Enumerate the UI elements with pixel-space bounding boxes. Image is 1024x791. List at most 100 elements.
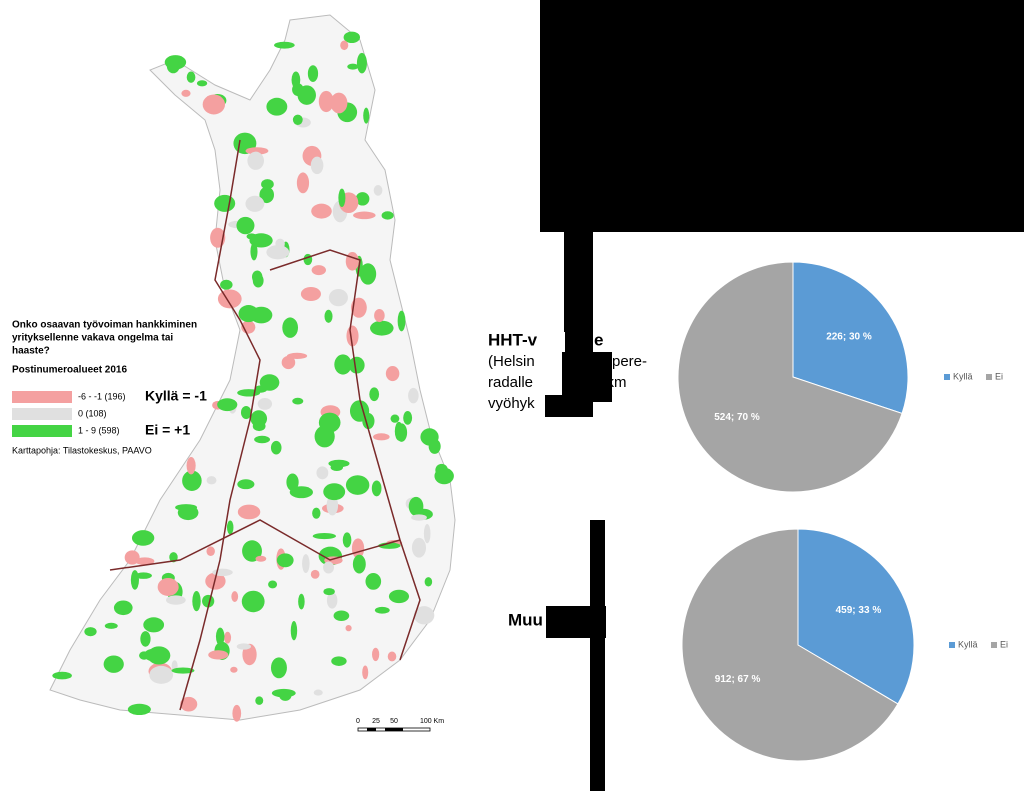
map-region: [186, 456, 196, 475]
map-region: [149, 665, 174, 684]
map-region: [247, 151, 265, 170]
map-region: [131, 530, 155, 546]
pie-slice: [797, 528, 915, 705]
map-region: [303, 253, 313, 266]
map-region: [84, 627, 97, 637]
map-region: [250, 242, 258, 261]
scale-label: 0: [356, 718, 360, 725]
map-region: [381, 211, 394, 220]
map-region: [245, 195, 265, 212]
map-region: [365, 572, 382, 590]
map-region: [300, 286, 321, 302]
pie-slice: [792, 261, 909, 415]
charts: 226; 30 % 524; 70 % Kyllä Ei 459; 33 % 912; 6…: [677, 261, 1008, 762]
map-region: [143, 617, 165, 633]
map-region: [196, 80, 208, 87]
map-region: [323, 561, 334, 574]
map-region: [226, 520, 234, 535]
legend-label: 0 (108): [78, 408, 107, 418]
legend-swatch: [949, 642, 955, 648]
pie-slice: [681, 528, 899, 762]
map-region: [231, 591, 239, 602]
map-region: [387, 651, 397, 662]
map-region: [355, 192, 370, 206]
map-region: [180, 696, 198, 712]
map-region: [255, 555, 267, 562]
map-region: [254, 435, 271, 444]
map-region: [240, 406, 252, 420]
map-region: [331, 656, 347, 666]
black-block: [546, 606, 606, 638]
map-region: [230, 666, 238, 673]
map-source: Karttapohja: Tilastokeskus, PAAVO: [12, 445, 152, 455]
map-region: [286, 473, 299, 491]
map-region: [127, 703, 151, 716]
scale-label: 100 Km: [420, 718, 444, 725]
map-region: [202, 94, 226, 115]
map-region: [347, 63, 359, 70]
map-region: [342, 532, 352, 548]
map-region: [411, 537, 427, 558]
map-region: [242, 540, 262, 562]
map-region: [413, 606, 435, 625]
map-region: [340, 40, 349, 51]
side-text: vyöhyk: [488, 395, 535, 412]
map-title: haaste?: [12, 346, 50, 357]
map-region: [362, 665, 369, 680]
legend-swatch: [12, 425, 72, 437]
map-region: [130, 570, 139, 590]
map-region: [323, 588, 335, 596]
legend-label: 1 - 9 (598): [78, 425, 120, 435]
map-region: [424, 577, 433, 587]
map-region: [292, 114, 303, 125]
map-region: [217, 289, 242, 309]
map-region: [394, 421, 404, 441]
scale-label: 25: [372, 718, 380, 725]
map-region: [289, 486, 313, 499]
map-title: yrityksellenne vakava ongelma tai: [12, 333, 173, 344]
map-region: [296, 172, 310, 194]
map-region: [371, 480, 382, 497]
map-region: [397, 310, 406, 332]
map-region: [373, 433, 390, 441]
map-region: [266, 97, 288, 116]
black-block: [562, 352, 612, 402]
black-block: [540, 0, 1024, 232]
map-region: [270, 657, 287, 679]
map-region: [291, 71, 301, 89]
map-region: [237, 504, 261, 520]
map-region: [302, 554, 310, 574]
map-region: [353, 211, 376, 220]
map-region: [345, 475, 370, 495]
map: [49, 14, 456, 722]
map-region: [271, 688, 296, 698]
map-region: [144, 648, 164, 662]
scale-bar: 0 25 50 100 Km: [356, 718, 444, 732]
map-region: [290, 621, 298, 641]
side-title: e: [594, 330, 603, 349]
map-region: [236, 216, 255, 235]
map-region: [241, 590, 265, 613]
map-region: [298, 593, 305, 610]
legend-label: Kyllä: [958, 639, 978, 649]
map-region: [310, 569, 320, 579]
map-region: [124, 550, 140, 565]
map-region: [171, 667, 195, 674]
map-region: [408, 387, 419, 404]
map-region: [261, 179, 274, 190]
map-region: [369, 387, 380, 402]
map-region: [270, 440, 282, 455]
map-region: [297, 85, 316, 105]
map-region: [175, 504, 198, 511]
map-region: [363, 107, 370, 124]
map-region: [324, 309, 333, 323]
map-region: [318, 412, 341, 433]
map-region: [330, 92, 348, 114]
legend-swatch: [991, 642, 997, 648]
map-region: [334, 354, 352, 375]
data-label: 226; 30 %: [826, 331, 872, 342]
map-regions: [52, 31, 454, 722]
black-block: [590, 520, 605, 791]
map-region: [388, 589, 410, 604]
